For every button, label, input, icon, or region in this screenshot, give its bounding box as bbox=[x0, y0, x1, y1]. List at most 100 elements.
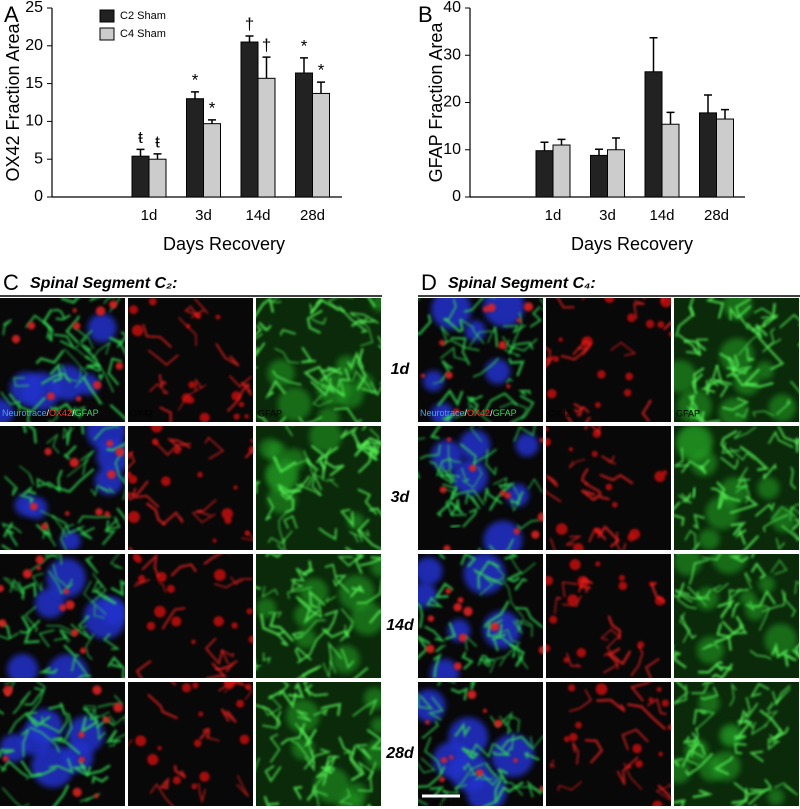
error-bar bbox=[704, 94, 712, 113]
error-bar bbox=[557, 138, 566, 146]
fiber bbox=[103, 516, 121, 532]
cell bbox=[771, 507, 796, 532]
fiber bbox=[461, 651, 474, 670]
fiber bbox=[475, 772, 501, 787]
cell bbox=[546, 426, 549, 432]
cell bbox=[668, 331, 671, 337]
fiber bbox=[442, 298, 457, 322]
fiber bbox=[267, 530, 293, 545]
fiber bbox=[361, 443, 381, 462]
micrograph bbox=[256, 682, 381, 806]
micrograph-content bbox=[418, 426, 543, 550]
fiber bbox=[3, 522, 14, 538]
cell bbox=[233, 413, 240, 420]
fiber bbox=[332, 574, 348, 587]
fiber bbox=[674, 582, 685, 598]
fiber bbox=[627, 703, 667, 731]
error-bar bbox=[612, 137, 620, 150]
fiber bbox=[303, 683, 329, 697]
fiber bbox=[82, 708, 100, 721]
micrograph bbox=[546, 298, 671, 422]
fiber bbox=[262, 652, 271, 664]
cell bbox=[677, 426, 714, 460]
fiber bbox=[721, 441, 741, 454]
fiber bbox=[135, 659, 152, 678]
cell bbox=[627, 313, 636, 323]
fiber bbox=[260, 613, 279, 636]
fiber bbox=[454, 762, 485, 790]
fiber bbox=[356, 518, 381, 550]
fiber bbox=[161, 607, 186, 630]
fiber bbox=[779, 313, 799, 329]
panel-letter: D bbox=[421, 270, 437, 295]
scale-bar-label: 40 μm bbox=[433, 801, 450, 807]
cell bbox=[347, 513, 364, 530]
cell bbox=[637, 641, 645, 649]
fiber bbox=[147, 693, 179, 720]
cell bbox=[446, 437, 452, 442]
fiber bbox=[607, 615, 622, 640]
cell bbox=[336, 355, 357, 377]
cell bbox=[696, 636, 725, 664]
fiber bbox=[715, 663, 733, 672]
channel-label-part: OX42 bbox=[49, 408, 72, 418]
row-label: 1d bbox=[391, 361, 411, 378]
fiber bbox=[278, 487, 295, 514]
fiber bbox=[418, 635, 431, 660]
fiber bbox=[795, 437, 799, 453]
fiber bbox=[726, 371, 758, 387]
legend-swatch bbox=[99, 27, 115, 41]
channel-label: GFAP bbox=[676, 408, 700, 418]
fiber bbox=[729, 305, 752, 321]
fiber bbox=[729, 495, 759, 515]
fiber bbox=[459, 443, 477, 470]
cell bbox=[605, 483, 613, 491]
error-bar bbox=[262, 56, 271, 79]
fiber bbox=[296, 709, 312, 722]
fiber bbox=[48, 702, 67, 716]
legend-swatch bbox=[99, 9, 115, 23]
fiber bbox=[462, 762, 477, 777]
cell bbox=[698, 528, 720, 550]
fiber bbox=[678, 493, 692, 504]
fiber bbox=[510, 394, 535, 422]
fiber bbox=[492, 742, 511, 756]
fiber bbox=[674, 589, 693, 603]
cell bbox=[109, 300, 118, 309]
fiber bbox=[84, 355, 102, 373]
fiber bbox=[147, 349, 179, 367]
cell bbox=[245, 683, 252, 690]
fiber bbox=[453, 489, 485, 506]
channel-label: OX42 bbox=[548, 408, 571, 418]
error-bar bbox=[721, 108, 729, 120]
fiber bbox=[657, 784, 671, 800]
cell bbox=[549, 615, 558, 624]
cell bbox=[484, 358, 511, 385]
x-tick-label: 28d bbox=[300, 207, 325, 224]
y-tick-label: 40 bbox=[443, 0, 461, 16]
fiber bbox=[701, 643, 720, 650]
fiber bbox=[777, 426, 799, 445]
fiber bbox=[459, 318, 485, 345]
bar bbox=[607, 149, 625, 198]
fiber bbox=[22, 426, 37, 444]
fiber bbox=[291, 631, 304, 640]
cell bbox=[0, 584, 4, 593]
fiber bbox=[32, 716, 48, 727]
fiber bbox=[357, 488, 378, 516]
fiber bbox=[312, 393, 333, 407]
fiber bbox=[774, 782, 799, 796]
cell bbox=[547, 389, 557, 399]
fiber bbox=[24, 605, 39, 633]
cell bbox=[277, 387, 312, 422]
fiber bbox=[764, 701, 779, 727]
cell bbox=[568, 684, 576, 692]
fiber bbox=[738, 696, 751, 726]
fiber bbox=[301, 346, 316, 364]
cell bbox=[36, 565, 41, 571]
fiber bbox=[710, 487, 741, 502]
fiber bbox=[789, 380, 799, 393]
cell bbox=[537, 512, 543, 522]
fiber bbox=[83, 580, 107, 615]
cell bbox=[224, 516, 232, 525]
